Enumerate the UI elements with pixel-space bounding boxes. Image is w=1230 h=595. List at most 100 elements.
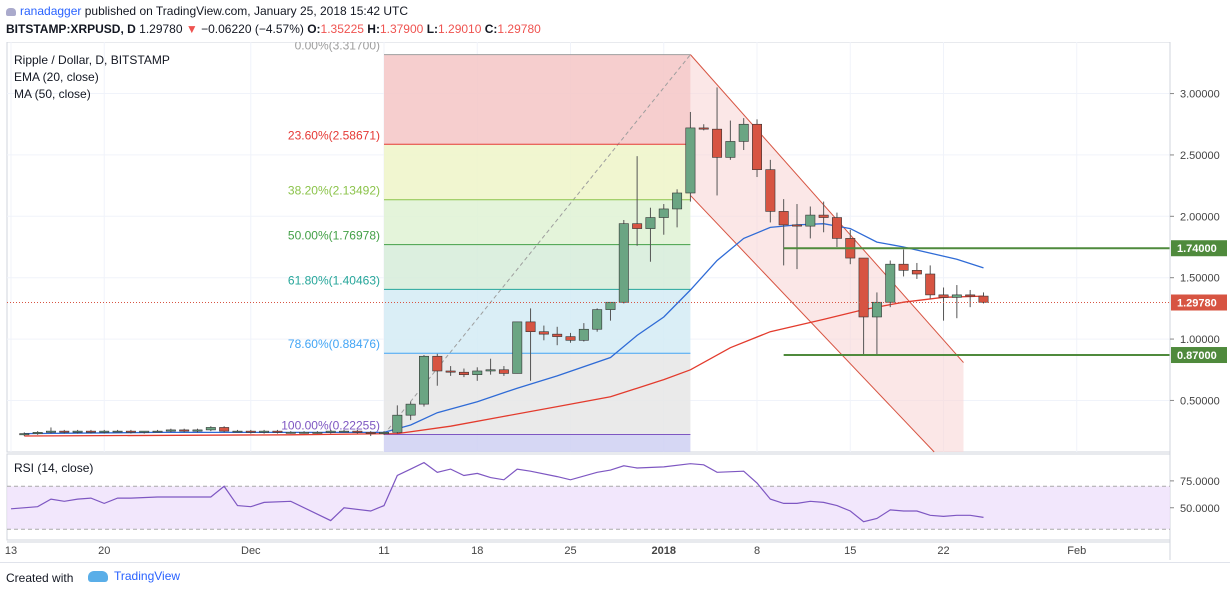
ohlc-line: BITSTAMP:XRPUSD, D 1.29780 ▼ −0.06220 (−… [6,22,541,36]
time-tick-label: 18 [471,545,483,557]
tradingview-link[interactable]: TradingView [88,569,180,583]
moving-averages [24,223,984,437]
candle-body [805,214,816,227]
candle-body [885,263,896,303]
low-value: 1.29010 [438,22,482,36]
candle-body [712,128,723,158]
rsi-line [10,461,984,523]
candle-body [685,127,696,194]
high-label: H: [367,22,380,36]
horizontal-levels[interactable] [7,247,1170,357]
candle-body [179,429,190,432]
chart-legend: Ripple / Dollar, D, BITSTAMP EMA (20, cl… [14,52,170,103]
candle-body [738,123,749,142]
fib-zone [384,199,691,245]
candle-body [445,370,456,373]
candle-body [339,430,350,433]
fibonacci-retracement[interactable]: 0.00%(3.31700) 23.60%(2.58671) 38.20%(2.13… [281,42,691,452]
fib-trendline [383,54,691,435]
ma50-line [24,295,984,437]
candle-body [232,430,243,433]
fib-zone [384,54,691,145]
candle-body [605,301,616,310]
candle-body [792,224,802,227]
down-arrow-icon: ▼ [185,22,198,36]
candle-body [392,414,403,433]
legend-ma: MA (50, close) [14,87,91,101]
rsi-tick-label: 50.0000 [1180,503,1220,515]
candle-body [818,214,829,218]
candle-body [538,331,549,335]
candle-body [405,403,416,416]
candle-body [645,217,656,229]
created-with-text: Created with [6,571,74,585]
candle-body [32,432,43,434]
tradingview-brand: TradingView [114,569,181,583]
price-tick-label: 2.00000 [1180,211,1220,223]
candle-body [618,223,629,303]
open-label: O: [307,22,321,36]
time-tick-label: 8 [754,545,760,557]
symbol-label: BITSTAMP:XRPUSD, [6,22,124,36]
time-tick-label: 20 [98,545,110,557]
fib-level-label: 50.00%(1.76978) [288,229,380,243]
candle-body [498,369,509,374]
tradingview-bird-icon [6,7,16,16]
fib-zone [384,434,691,452]
price-tick-label: 2.50000 [1180,150,1220,162]
candle-body [139,430,150,433]
legend-ema: EMA (20, close) [14,70,99,84]
candle-body [898,263,909,271]
fib-zone [384,144,691,200]
fib-level-label: 23.60%(2.58671) [288,128,380,142]
chart-header: ranadagger published on TradingView.com,… [0,0,1230,42]
candle-body [472,370,483,375]
tradingview-cloud-icon [88,570,108,582]
candle-body [59,430,70,433]
time-tick-label: Feb [1067,545,1086,557]
candle-body [165,429,176,432]
candle-body [525,321,536,333]
candle-body [152,430,163,433]
candle-body [192,429,203,432]
candle-body [419,355,429,405]
time-axis[interactable]: 13 20 Dec 11 18 25 2018 8 15 22 Feb [5,541,1170,557]
candle-body [112,430,123,433]
candle-body [379,432,389,434]
fib-level-label: 38.20%(2.13492) [288,184,380,198]
rsi-pane[interactable]: RSI (14, close) 75.0000 50.0000 [6,453,1220,541]
price-chart[interactable]: 0.00%(3.31700) 23.60%(2.58671) 38.20%(2.13… [0,42,1230,562]
candle-body [325,430,336,433]
channel-lower-line [690,195,935,453]
time-tick-label: 15 [844,545,856,557]
candle-body [458,371,469,375]
candle-body [778,211,789,226]
fib-zone [384,289,691,354]
fib-level-label: 0.00%(3.31700) [295,42,380,53]
time-tick-label: 2018 [652,545,676,557]
footer: Created with TradingView [0,562,1230,595]
close-value: 1.29780 [497,22,541,36]
price-tick-label: 3.00000 [1180,89,1220,101]
candle-body [765,169,776,212]
channel-upper-line [690,54,964,363]
price-change: −0.06220 (−4.57%) [201,22,304,36]
candle-body [245,430,256,433]
descending-channel[interactable] [690,54,964,453]
author-link[interactable]: ranadagger [20,4,82,18]
candle-body [871,301,882,318]
high-value: 1.37900 [379,22,424,36]
rsi-tick-label: 75.0000 [1180,476,1220,488]
price-axis[interactable]: 0.50000 1.00000 1.50000 2.00000 2.50000 3.000… [1169,42,1227,560]
fib-zone [384,244,691,290]
ema20-line [24,223,984,435]
candle-body [72,430,83,433]
candle-body [925,273,936,296]
rsi-band [7,486,1170,530]
candle-body [352,430,363,433]
candle-body [752,123,762,170]
candle-body [632,223,643,229]
open-value: 1.35225 [320,22,364,36]
candle-body [285,432,296,434]
rsi-label: RSI (14, close) [14,461,93,475]
